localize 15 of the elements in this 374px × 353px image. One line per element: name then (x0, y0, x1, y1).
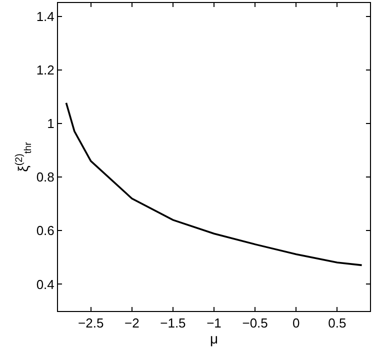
x-tick-label: −2.5 (78, 316, 104, 331)
x-tick-label: 0 (292, 316, 300, 331)
y-tick-label: 1.2 (36, 62, 54, 78)
y-tick-label: 0.6 (36, 223, 54, 238)
y-tick-label: 1.4 (36, 8, 54, 24)
x-tick-label: −0.5 (242, 316, 268, 331)
x-tick-label: −1.5 (160, 316, 186, 331)
y-tick-label: 0.8 (36, 170, 54, 185)
x-tick-label: −2 (124, 316, 140, 331)
y-tick-label: 1 (47, 116, 54, 132)
x-axis-title: μ (210, 330, 218, 347)
x-tick-label: −1 (206, 316, 222, 331)
y-tick-label: 0.4 (36, 276, 54, 292)
x-tick-label: 0.5 (328, 316, 346, 331)
line-series (65, 102, 363, 266)
